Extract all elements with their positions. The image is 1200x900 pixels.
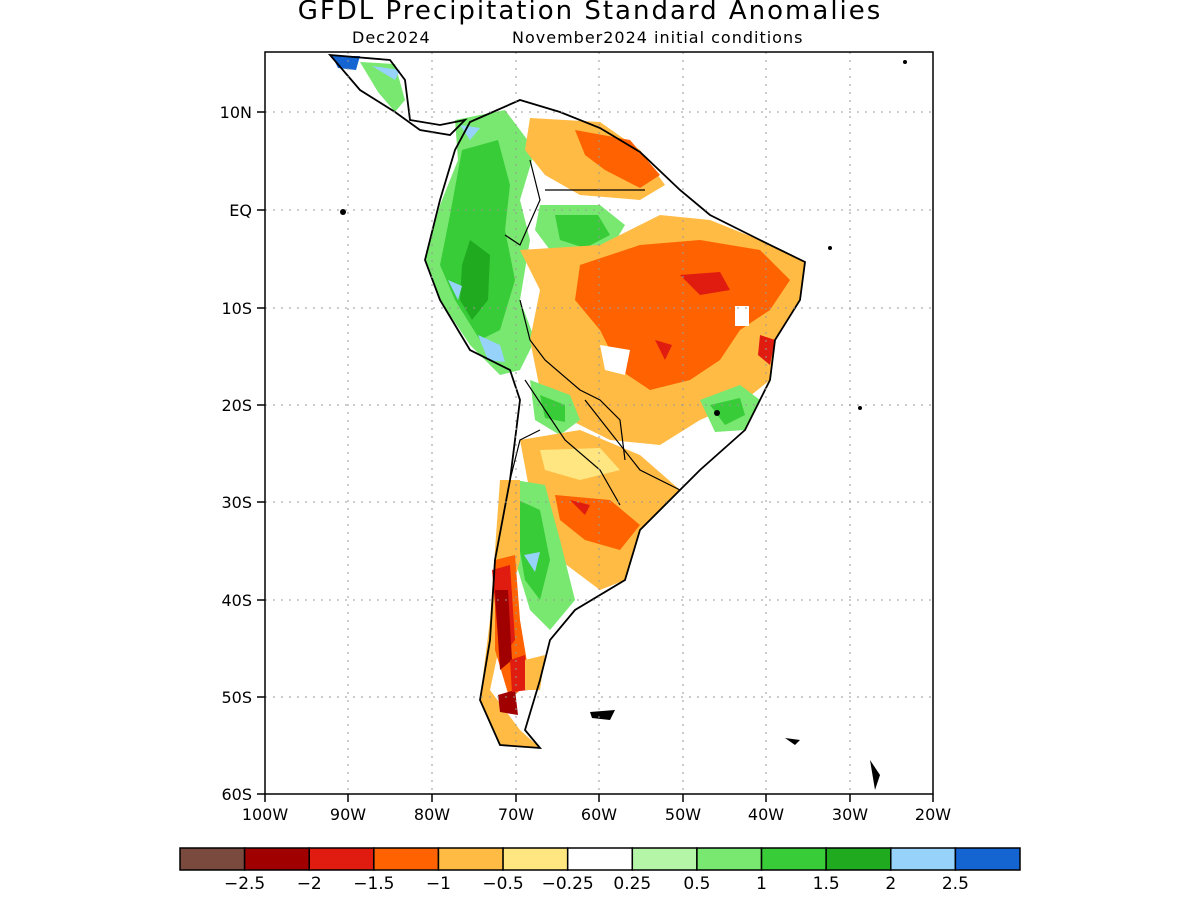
lon-label: 90W [330,805,366,824]
colorbar-label: 1 [756,874,767,894]
colorbar-label: −1.5 [353,874,394,894]
colorbar-label: −2 [297,874,322,894]
coastlines [327,53,806,750]
colorbar-label: 1.5 [813,874,840,894]
lat-label: 30S [221,493,252,512]
colorbar-labels: −2.5 −2 −1.5 −1 −0.5 −0.25 0.25 0.5 1 1.5 2 2.5 [224,874,969,894]
colorbar-swatch [825,847,892,871]
colorbar [179,847,1021,871]
lat-label: 50S [221,688,252,707]
lon-label: 20W [915,805,951,824]
lon-label: 70W [498,805,534,824]
colorbar-swatch [566,847,634,871]
lon-label: 30W [832,805,868,824]
colorbar-label: −1 [426,874,451,894]
axis-ticks [257,111,934,802]
anomaly-field [332,56,805,748]
lon-label: 40W [748,805,784,824]
colorbar-swatch [437,847,504,871]
lat-label: 20S [221,396,252,415]
longitude-labels: 100W 90W 80W 70W 60W 50W 40W 30W 20W [242,805,951,824]
lat-label: 60S [221,785,252,804]
lat-label: 10S [221,299,252,318]
colorbar-swatch [760,847,827,871]
initial-conditions-label: November2024 initial conditions [512,28,804,47]
forecast-month: Dec2024 [352,28,431,47]
lon-label: 100W [242,805,289,824]
colorbar-label: 2.5 [942,874,969,894]
latitude-labels: 10N EQ 10S 20S 30S 40S 50S 60S [220,103,252,804]
colorbar-swatch [373,847,440,871]
colorbar-label: 0.25 [613,874,651,894]
colorbar-label: −0.25 [542,874,594,894]
colorbar-swatch [502,847,569,871]
lon-label: 60W [581,805,617,824]
lon-label: 80W [414,805,450,824]
colorbar-swatch [890,847,957,871]
colorbar-label: 2 [885,874,896,894]
colorbar-swatch [631,847,698,871]
colorbar-swatch [179,847,246,871]
colorbar-label: −2.5 [224,874,265,894]
colorbar-swatch [243,847,310,871]
country-borders [504,159,681,506]
lon-label: 50W [665,805,701,824]
map-title: GFDL Precipitation Standard Anomalies [297,0,883,26]
colorbar-swatch [954,847,1021,871]
islands [340,60,907,790]
colorbar-label: −0.5 [482,874,523,894]
lat-label: EQ [229,201,252,220]
lat-label: 40S [221,591,252,610]
colorbar-swatch [308,847,375,871]
colorbar-swatch [696,847,763,871]
lat-label: 10N [220,103,252,122]
map-area [265,52,933,794]
colorbar-label: 0.5 [683,874,710,894]
